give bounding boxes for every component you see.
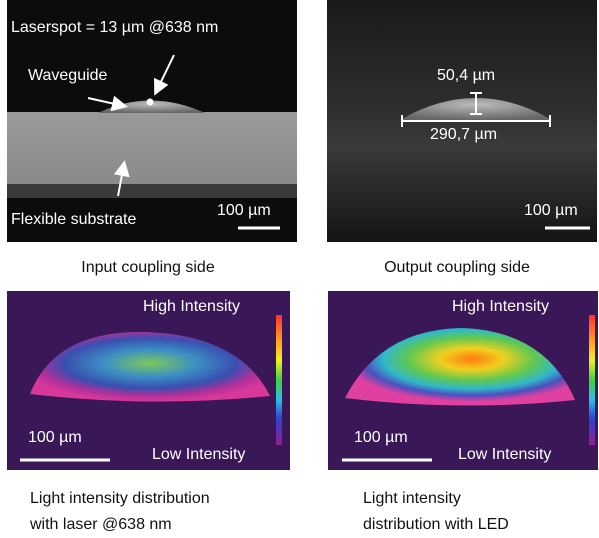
caption: with laser @638 nm bbox=[29, 516, 172, 533]
input-image: Laserspot = 13 µm @638 nm Waveguide Flex… bbox=[7, 0, 297, 242]
page: Laserspot = 13 µm @638 nm Waveguide Flex… bbox=[0, 0, 599, 538]
label: 50,4 µm bbox=[437, 67, 495, 84]
caption: Light intensity distribution bbox=[30, 490, 210, 507]
label: Low Intensity bbox=[152, 446, 245, 463]
caption: Input coupling side bbox=[81, 259, 215, 276]
scale-bar-label: 100 µm bbox=[28, 429, 82, 446]
scale-bar-label: 100 µm bbox=[354, 429, 408, 446]
label: High Intensity bbox=[143, 298, 240, 315]
label: Flexible substrate bbox=[11, 211, 136, 228]
figure: Laserspot = 13 µm @638 nm Waveguide Flex… bbox=[0, 0, 599, 538]
led-intensity-image: High Intensity Low Intensity 100 µm bbox=[328, 291, 598, 470]
label: Low Intensity bbox=[458, 446, 551, 463]
caption: Light intensity bbox=[363, 490, 461, 507]
output-image: 50,4 µm 290,7 µm 100 µm bbox=[327, 0, 597, 242]
scale-bar-label: 100 µm bbox=[524, 202, 578, 219]
label: Laserspot = 13 µm @638 nm bbox=[11, 19, 218, 36]
scale-bar-label: 100 µm bbox=[217, 202, 271, 219]
laser-intensity-image: High Intensity Low Intensity 100 µm bbox=[7, 291, 290, 470]
caption: distribution with LED bbox=[363, 516, 509, 533]
label: Waveguide bbox=[28, 67, 108, 84]
caption: Output coupling side bbox=[384, 259, 530, 276]
label: 290,7 µm bbox=[430, 126, 497, 143]
label: High Intensity bbox=[452, 298, 549, 315]
